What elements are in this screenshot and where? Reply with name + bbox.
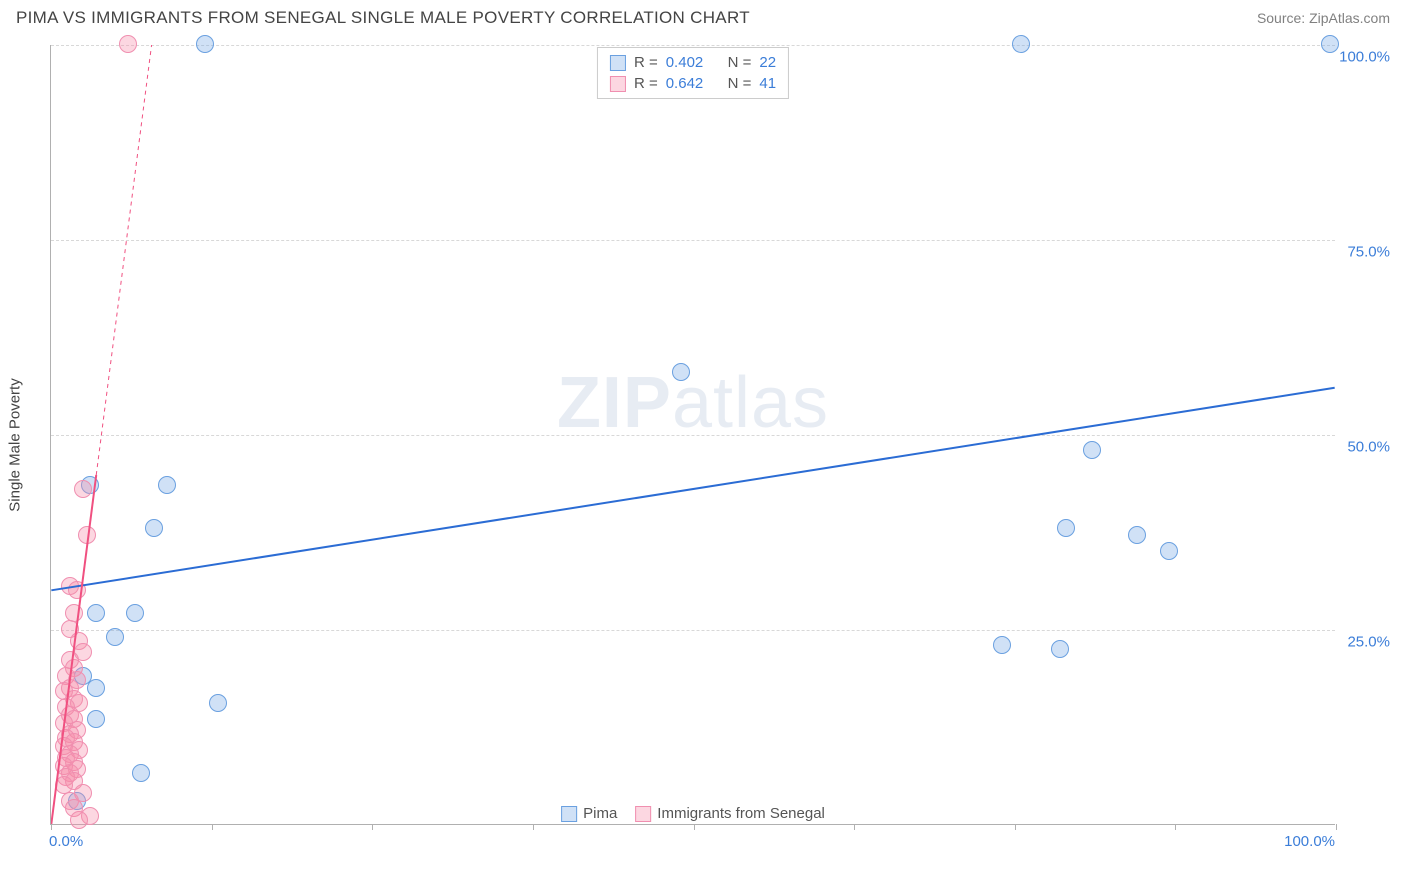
data-point: [1083, 441, 1101, 459]
x-tick: [212, 824, 213, 830]
data-point: [145, 519, 163, 537]
y-tick-label: 25.0%: [1347, 634, 1390, 651]
y-tick-label: 100.0%: [1339, 49, 1390, 66]
data-point: [70, 811, 88, 829]
y-axis-label: Single Male Poverty: [7, 378, 24, 511]
data-point: [1057, 519, 1075, 537]
data-point: [196, 35, 214, 53]
x-tick: [1015, 824, 1016, 830]
legend-row: R =0.642 N =41: [610, 73, 776, 94]
x-tick: [854, 824, 855, 830]
plot-area: ZIPatlas 25.0%50.0%75.0%100.0%0.0%100.0%…: [50, 45, 1335, 825]
data-point: [1128, 526, 1146, 544]
data-point: [1321, 35, 1339, 53]
x-tick-label: 0.0%: [49, 833, 83, 850]
y-tick-label: 75.0%: [1347, 244, 1390, 261]
data-point: [68, 581, 86, 599]
data-point: [672, 363, 690, 381]
watermark: ZIPatlas: [557, 362, 829, 444]
data-point: [1160, 542, 1178, 560]
chart-source: Source: ZipAtlas.com: [1257, 10, 1390, 26]
legend-item: Immigrants from Senegal: [635, 805, 825, 822]
legend-swatch: [561, 806, 577, 822]
data-point: [106, 628, 124, 646]
data-point: [119, 35, 137, 53]
data-point: [1051, 640, 1069, 658]
gridline: [51, 240, 1335, 241]
series-legend: Pima Immigrants from Senegal: [561, 805, 825, 822]
data-point: [158, 476, 176, 494]
x-tick: [533, 824, 534, 830]
legend-item: Pima: [561, 805, 617, 822]
x-tick-label: 100.0%: [1284, 833, 1335, 850]
data-point: [87, 679, 105, 697]
legend-row: R =0.402 N =22: [610, 52, 776, 73]
data-point: [74, 480, 92, 498]
gridline: [51, 435, 1335, 436]
data-point: [1012, 35, 1030, 53]
legend-label: Pima: [583, 805, 617, 822]
chart-title: PIMA VS IMMIGRANTS FROM SENEGAL SINGLE M…: [16, 8, 750, 28]
gridline: [51, 630, 1335, 631]
legend-swatch: [610, 55, 626, 71]
gridline: [51, 45, 1335, 46]
data-point: [78, 526, 96, 544]
legend-swatch: [610, 76, 626, 92]
x-tick: [372, 824, 373, 830]
data-point: [87, 710, 105, 728]
chart-container: Single Male Poverty ZIPatlas 25.0%50.0%7…: [50, 45, 1390, 845]
x-tick: [51, 824, 52, 830]
x-tick: [694, 824, 695, 830]
legend-swatch: [635, 806, 651, 822]
x-tick: [1175, 824, 1176, 830]
data-point: [132, 764, 150, 782]
x-tick: [1336, 824, 1337, 830]
chart-header: PIMA VS IMMIGRANTS FROM SENEGAL SINGLE M…: [0, 0, 1406, 32]
data-point: [209, 694, 227, 712]
data-point: [993, 636, 1011, 654]
correlation-legend: R =0.402 N =22R =0.642 N =41: [597, 47, 789, 99]
data-point: [126, 604, 144, 622]
legend-label: Immigrants from Senegal: [657, 805, 825, 822]
y-tick-label: 50.0%: [1347, 439, 1390, 456]
data-point: [87, 604, 105, 622]
